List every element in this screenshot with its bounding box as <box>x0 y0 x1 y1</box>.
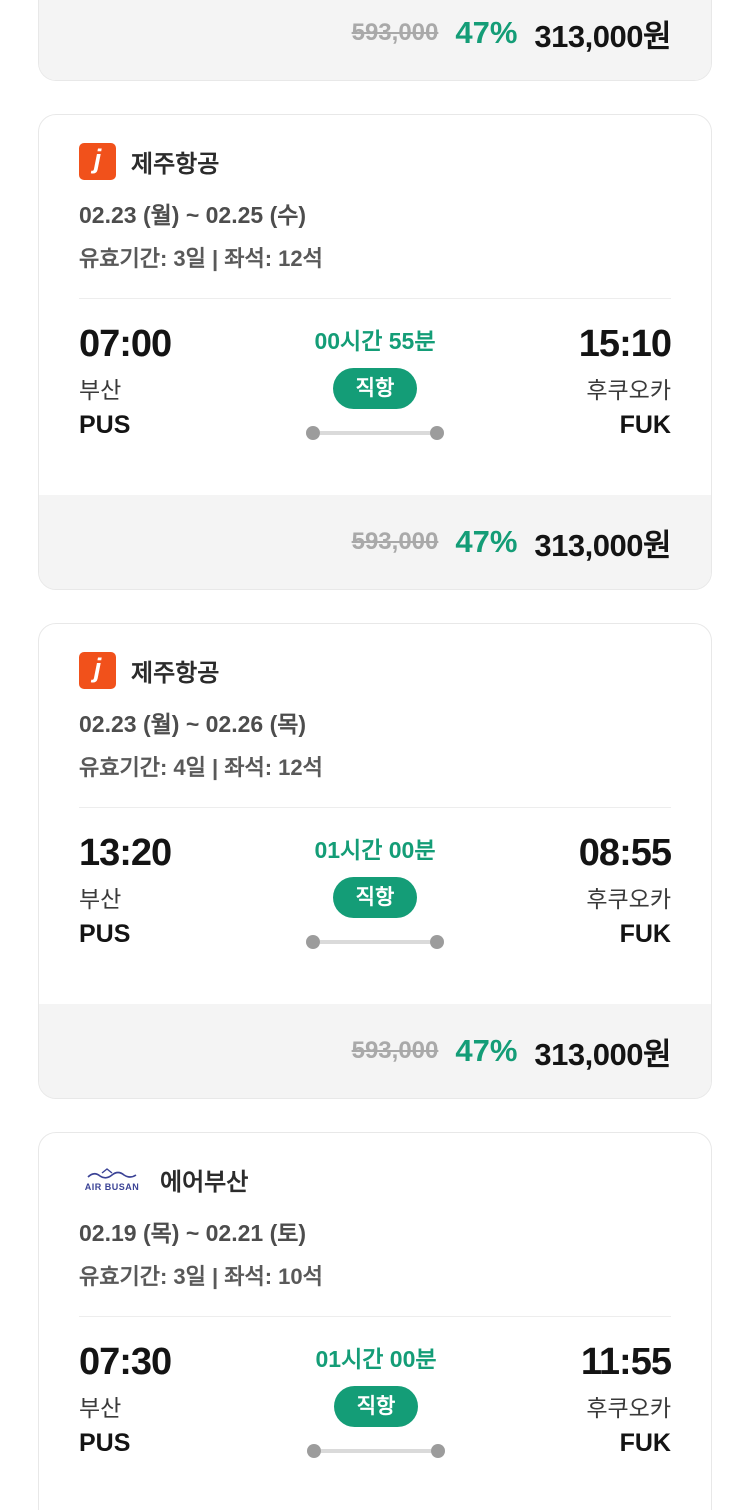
flight-duration: 01시간 00분 <box>314 837 436 863</box>
card-body: j 제주항공 02.23 (월) ~ 02.26 (목) 유효기간: 4일 | … <box>39 624 711 1004</box>
trip-date-range: 02.23 (월) ~ 02.25 (수) <box>79 202 307 228</box>
validity-seats: 유효기간: 4일 | 좌석: 12석 <box>79 755 323 780</box>
departure-airport-code: PUS <box>79 920 131 949</box>
departure-time: 13:20 <box>79 832 172 874</box>
jeju-air-logo-icon: j <box>79 652 116 689</box>
departure-city: 부산 <box>79 886 122 912</box>
price-footer: 593,000 47% 313,000원 <box>39 1004 711 1098</box>
trip-date-range: 02.23 (월) ~ 02.26 (목) <box>79 711 307 737</box>
airline-name: 제주항공 <box>131 660 220 687</box>
arrival-airport-code: FUK <box>619 411 671 440</box>
airline-name: 에어부산 <box>160 1169 249 1196</box>
direct-flight-badge: 직항 <box>332 876 418 918</box>
card-body: AIR BUSAN 에어부산 02.19 (목) ~ 02.21 (토) 유효기… <box>39 1133 711 1510</box>
flight-row: 07:30 부산 PUS 01시간 00분 직항 11:55 후쿠오카 FUK <box>79 1341 672 1493</box>
arrival-block: 11:55 후쿠오카 FUK <box>580 1341 672 1458</box>
price-footer: 593,000 47% 313,000원 <box>39 0 711 80</box>
divider <box>79 1316 671 1317</box>
departure-block: 07:30 부산 PUS <box>79 1341 172 1458</box>
discount-percent: 47% <box>455 1033 518 1068</box>
original-price: 593,000 <box>351 19 439 46</box>
arrival-city: 후쿠오카 <box>586 886 671 912</box>
departure-city: 부산 <box>79 377 122 403</box>
direct-flight-badge: 직항 <box>333 1385 419 1427</box>
flight-path-icon <box>306 425 444 440</box>
discount-percent: 47% <box>455 15 518 50</box>
discount-percent: 47% <box>455 524 518 559</box>
flight-path-icon <box>307 1443 446 1458</box>
arrival-time: 15:10 <box>578 323 672 365</box>
card-body: j 제주항공 02.23 (월) ~ 02.25 (수) 유효기간: 3일 | … <box>39 115 711 495</box>
departure-city: 부산 <box>79 1395 122 1421</box>
flight-card[interactable]: j 제주항공 02.23 (월) ~ 02.26 (목) 유효기간: 4일 | … <box>38 623 712 1099</box>
departure-airport-code: PUS <box>79 411 131 440</box>
jeju-air-logo-icon: j <box>79 143 116 180</box>
arrival-block: 08:55 후쿠오카 FUK <box>578 832 672 949</box>
duration-block: 01시간 00분 직항 <box>306 834 444 949</box>
departure-time: 07:00 <box>79 323 172 365</box>
duration-block: 01시간 00분 직항 <box>307 1343 446 1458</box>
air-busan-logo-text: AIR BUSAN <box>84 1181 140 1192</box>
arrival-time: 08:55 <box>578 832 672 874</box>
airline-row: AIR BUSAN 에어부산 <box>79 1161 671 1198</box>
final-price: 313,000원 <box>534 1036 671 1072</box>
airline-row: j 제주항공 <box>79 652 671 689</box>
flight-duration: 01시간 00분 <box>315 1346 437 1372</box>
flight-card[interactable]: 593,000 47% 313,000원 <box>38 0 712 81</box>
flight-card[interactable]: j 제주항공 02.23 (월) ~ 02.25 (수) 유효기간: 3일 | … <box>38 114 712 590</box>
departure-time: 07:30 <box>79 1341 172 1383</box>
final-price: 313,000원 <box>534 527 671 563</box>
arrival-block: 15:10 후쿠오카 FUK <box>578 323 672 440</box>
airline-row: j 제주항공 <box>79 143 671 180</box>
departure-block: 13:20 부산 PUS <box>79 832 172 949</box>
divider <box>79 298 671 299</box>
final-price: 313,000원 <box>534 18 671 54</box>
flight-row: 07:00 부산 PUS 00시간 55분 직항 15:10 후쿠오카 FUK <box>79 323 672 475</box>
airline-name: 제주항공 <box>131 151 220 178</box>
flight-path-icon <box>306 934 444 949</box>
validity-seats: 유효기간: 3일 | 좌석: 10석 <box>79 1264 323 1289</box>
flight-card[interactable]: AIR BUSAN 에어부산 02.19 (목) ~ 02.21 (토) 유효기… <box>38 1132 712 1510</box>
flight-row: 13:20 부산 PUS 01시간 00분 직항 08:55 후쿠오카 FUK <box>79 832 672 984</box>
original-price: 593,000 <box>351 1037 439 1064</box>
original-price: 593,000 <box>351 528 439 555</box>
air-busan-logo-icon: AIR BUSAN <box>79 1167 145 1192</box>
arrival-airport-code: FUK <box>619 920 671 949</box>
price-footer: 593,000 47% 313,000원 <box>39 495 711 589</box>
direct-flight-badge: 직항 <box>332 367 418 409</box>
departure-airport-code: PUS <box>79 1429 131 1458</box>
validity-seats: 유효기간: 3일 | 좌석: 12석 <box>79 246 323 271</box>
arrival-city: 후쿠오카 <box>586 1395 671 1421</box>
arrival-city: 후쿠오카 <box>586 377 671 403</box>
divider <box>79 807 671 808</box>
arrival-airport-code: FUK <box>619 1429 671 1458</box>
flight-duration: 00시간 55분 <box>314 328 436 354</box>
trip-date-range: 02.19 (목) ~ 02.21 (토) <box>79 1220 307 1246</box>
arrival-time: 11:55 <box>580 1341 672 1383</box>
duration-block: 00시간 55분 직항 <box>306 325 444 440</box>
departure-block: 07:00 부산 PUS <box>79 323 172 440</box>
